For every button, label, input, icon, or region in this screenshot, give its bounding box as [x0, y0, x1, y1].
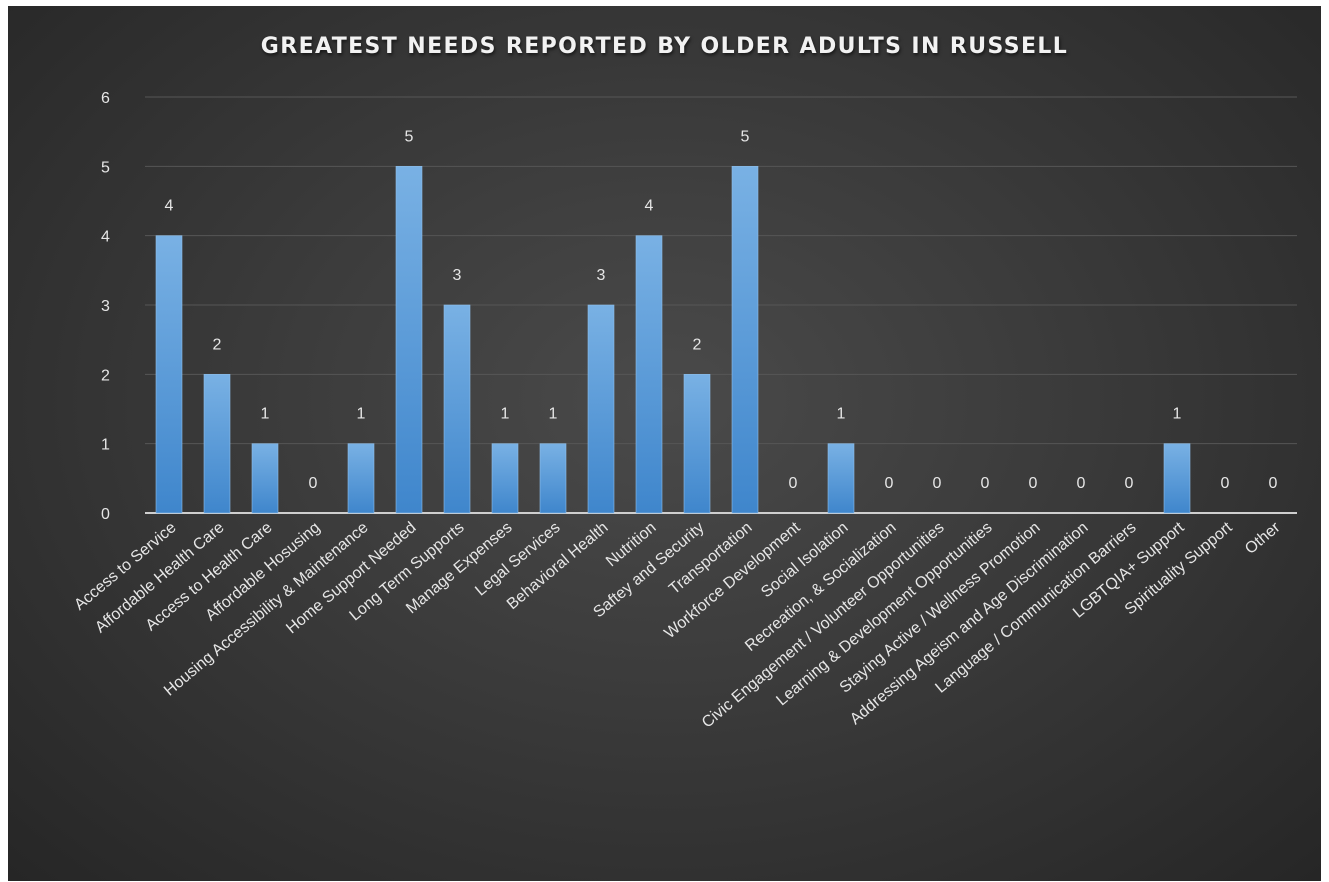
- y-tick-label: 1: [101, 437, 110, 454]
- data-label: 0: [1221, 475, 1230, 492]
- data-label: 0: [981, 475, 990, 492]
- data-label: 5: [741, 128, 750, 145]
- data-label: 3: [597, 267, 606, 284]
- data-label: 2: [693, 336, 702, 353]
- y-tick-label: 3: [101, 298, 110, 315]
- bar: [347, 443, 375, 514]
- data-label: 3: [453, 267, 462, 284]
- bar-layer: [155, 166, 1191, 514]
- x-tick-label: Other: [1242, 519, 1284, 558]
- data-label: 0: [1077, 475, 1086, 492]
- data-label: 2: [213, 336, 222, 353]
- data-label: 1: [501, 406, 510, 423]
- bar: [827, 443, 855, 514]
- data-label: 1: [261, 406, 270, 423]
- data-label: 4: [165, 198, 174, 215]
- data-label: 1: [1173, 406, 1182, 423]
- chart-frame: GREATEST NEEDS REPORTED BY OLDER ADULTS …: [8, 6, 1321, 881]
- data-label: 1: [837, 406, 846, 423]
- bar: [1163, 443, 1191, 514]
- y-tick-label: 6: [101, 90, 110, 107]
- data-label: 0: [1269, 475, 1278, 492]
- bar: [203, 374, 231, 514]
- bar: [155, 235, 183, 514]
- data-label: 1: [357, 406, 366, 423]
- data-label: 0: [885, 475, 894, 492]
- grid-layer: 0 1 2 3 4 5 6: [101, 90, 1297, 523]
- data-label: 0: [1125, 475, 1134, 492]
- bar: [491, 443, 519, 514]
- bar: [731, 166, 759, 514]
- chart-title: GREATEST NEEDS REPORTED BY OLDER ADULTS …: [260, 34, 1069, 59]
- y-tick-label: 0: [101, 506, 110, 523]
- y-tick-label: 2: [101, 367, 110, 384]
- data-label: 0: [933, 475, 942, 492]
- data-label: 4: [645, 198, 654, 215]
- data-label: 5: [405, 128, 414, 145]
- data-label: 0: [1029, 475, 1038, 492]
- data-label: 0: [789, 475, 798, 492]
- bar: [539, 443, 567, 514]
- y-tick-label: 4: [101, 229, 110, 246]
- x-tick-label: Transportation: [666, 519, 756, 598]
- bar: [683, 374, 711, 514]
- data-label: 0: [309, 475, 318, 492]
- bar: [635, 235, 663, 514]
- bar: [443, 304, 471, 514]
- data-label: 1: [549, 406, 558, 423]
- y-tick-label: 5: [101, 159, 110, 176]
- bar: [587, 304, 615, 514]
- bar: [395, 166, 423, 514]
- bar: [251, 443, 279, 514]
